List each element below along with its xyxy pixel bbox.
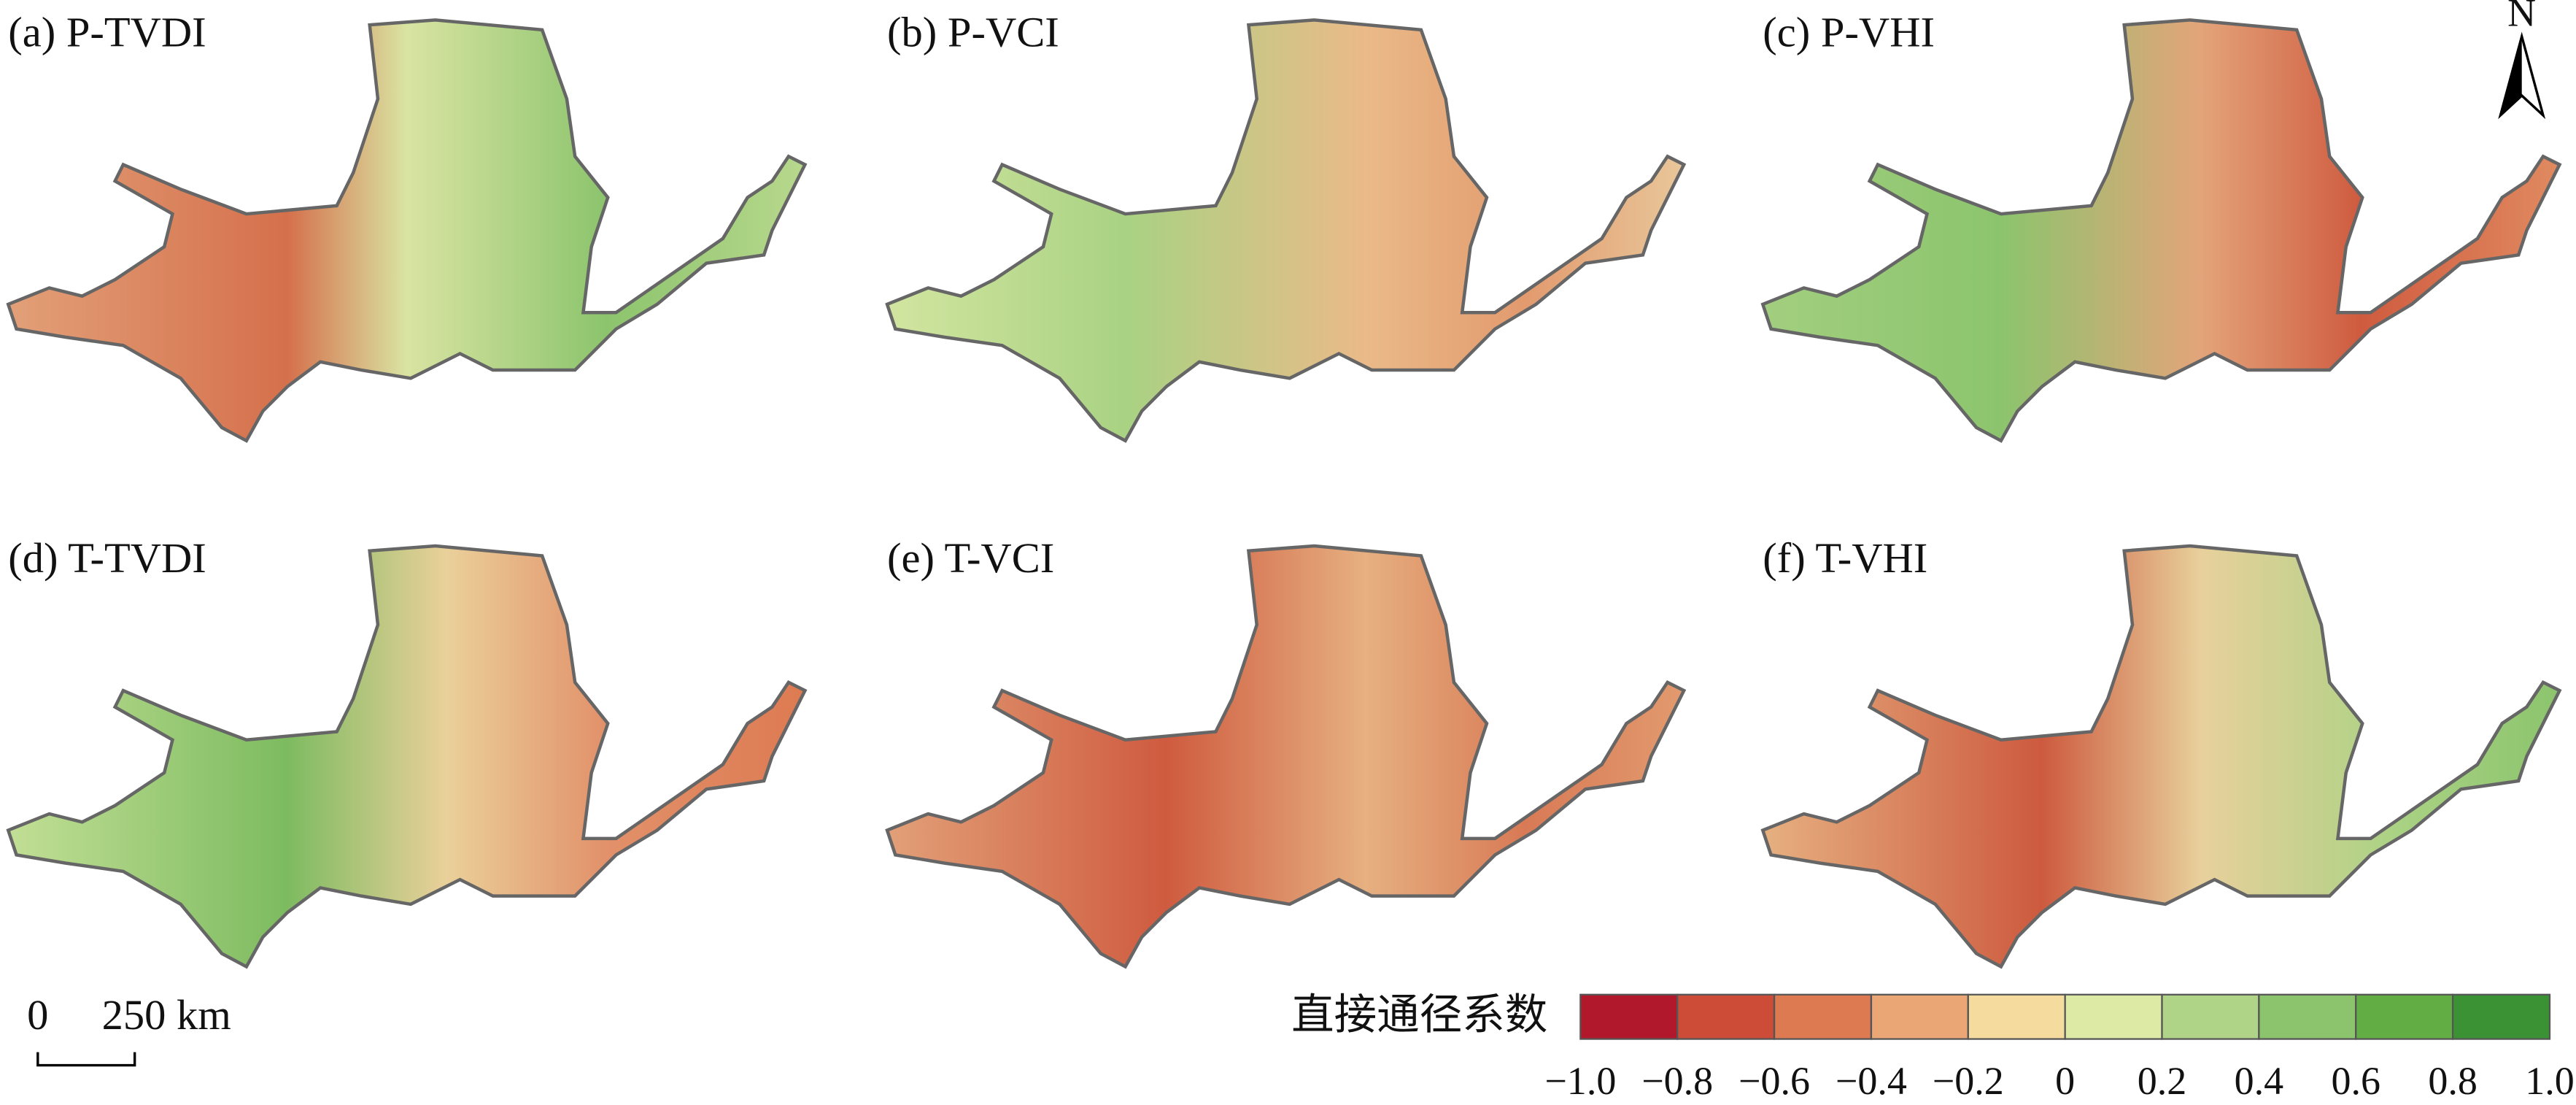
panel-label: (c) P-VHI bbox=[1763, 8, 1935, 55]
legend-swatch bbox=[2451, 993, 2551, 1040]
legend-tick-label: −0.2 bbox=[1933, 1059, 2004, 1103]
scale-bar: 0 250 km bbox=[27, 991, 231, 1067]
panel-label: (a) P-TVDI bbox=[8, 8, 206, 55]
north-arrow: N bbox=[2498, 0, 2546, 120]
legend-tick-label: 1.0 bbox=[2525, 1059, 2575, 1103]
panel-label: (b) P-VCI bbox=[887, 8, 1059, 55]
legend-swatch bbox=[1967, 993, 2066, 1040]
legend-tick-label: −1.0 bbox=[1544, 1059, 1616, 1103]
legend-title: 直接通径系数 bbox=[1291, 991, 1547, 1039]
north-label: N bbox=[2507, 0, 2536, 34]
legend-swatch bbox=[1676, 993, 1776, 1040]
legend-tick-label: 0.6 bbox=[2331, 1059, 2380, 1103]
basin-map bbox=[887, 20, 1684, 440]
legend-tick-label: −0.4 bbox=[1836, 1059, 1907, 1103]
basin-map bbox=[8, 546, 805, 966]
legend-swatch bbox=[2355, 993, 2454, 1040]
scale-label: 250 km bbox=[102, 991, 231, 1039]
legend-tick-label: 0.4 bbox=[2235, 1059, 2284, 1103]
basin-map bbox=[1763, 546, 2559, 966]
legend-tick-label: 0.8 bbox=[2428, 1059, 2478, 1103]
panel-label: (d) T-TVDI bbox=[8, 534, 206, 582]
scale-label: 0 bbox=[27, 991, 48, 1039]
basin-map bbox=[8, 20, 805, 440]
legend-tick-label: 0.2 bbox=[2138, 1059, 2187, 1103]
map-panel: (a) P-TVDI bbox=[8, 8, 805, 441]
legend-swatch bbox=[1773, 993, 1873, 1040]
map-panel: (f) T-VHI bbox=[1763, 534, 2559, 967]
map-panel: (d) T-TVDI bbox=[8, 534, 805, 967]
map-panel: (e) T-VCI bbox=[887, 534, 1684, 967]
legend-swatch bbox=[1870, 993, 1969, 1040]
scale-bar-line bbox=[36, 1052, 136, 1067]
panels: (a) P-TVDI (b) P-VCI (c) P-VHI (d) T-TVDI (e… bbox=[8, 8, 2559, 966]
legend-swatch bbox=[1579, 993, 1679, 1040]
legend-swatch bbox=[2161, 993, 2260, 1040]
north-arrow-fill bbox=[2500, 36, 2522, 115]
legend-swatch bbox=[2258, 993, 2357, 1040]
legend-tick-label: 0 bbox=[2055, 1059, 2075, 1103]
map-panel: (c) P-VHI bbox=[1763, 8, 2559, 441]
panel-label: (e) T-VCI bbox=[887, 534, 1054, 582]
legend-tick-label: −0.8 bbox=[1641, 1059, 1713, 1103]
panel-label: (f) T-VHI bbox=[1763, 534, 1927, 582]
legend: 直接通径系数 −1.0 −0.8 −0.6 −0.4 −0.2 0 0.2 0.4 0.6 0.8… bbox=[1291, 991, 2575, 1103]
basin-map bbox=[887, 546, 1684, 966]
legend-tick-label: −0.6 bbox=[1738, 1059, 1810, 1103]
map-panel: (b) P-VCI bbox=[887, 8, 1684, 441]
legend-swatch bbox=[2064, 993, 2163, 1040]
basin-map bbox=[1763, 20, 2559, 440]
